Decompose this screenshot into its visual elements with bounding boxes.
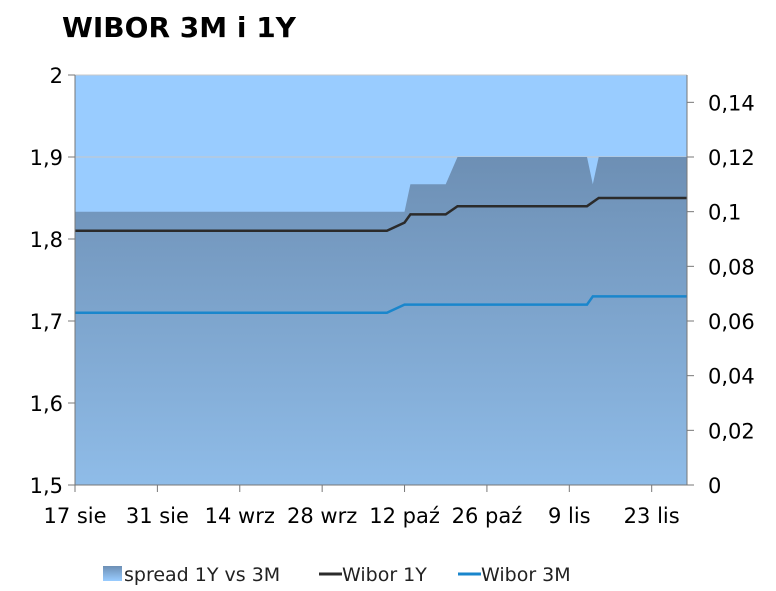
legend: spread 1Y vs 3M Wibor 1Y Wibor 3M: [103, 564, 571, 586]
y-left-tick-label: 1,7: [30, 310, 63, 334]
y-right-tick-label: 0,02: [708, 419, 755, 443]
legend-label-wibor-1y: Wibor 1Y: [342, 564, 427, 586]
x-tick-label: 12 paź: [369, 504, 440, 528]
x-tick-label: 14 wrz: [205, 504, 275, 528]
legend-label-spread: spread 1Y vs 3M: [124, 564, 280, 586]
y-right-tick-label: 0: [708, 474, 721, 498]
x-tick-label: 17 sie: [43, 504, 106, 528]
x-tick-label: 31 sie: [126, 504, 189, 528]
y-right-tick-label: 0,08: [708, 255, 755, 279]
x-tick-label: 26 paź: [452, 504, 523, 528]
legend-label-wibor-3m: Wibor 3M: [481, 564, 571, 586]
series-wibor-3m-line: [75, 295, 687, 315]
y-left-tick-label: 1,8: [30, 228, 63, 252]
x-axis: 17 sie 31 sie 14 wrz 28 wrz 12 paź 26 paź 9 li…: [43, 485, 680, 528]
y-right-tick-label: 0,14: [708, 91, 755, 115]
y-left-tick-label: 1,9: [30, 146, 63, 170]
legend-swatch-spread: [103, 566, 122, 581]
x-tick-label: 9 lis: [548, 504, 591, 528]
y-left-tick-label: 1,5: [30, 474, 63, 498]
chart-title: WIBOR 3M i 1Y: [62, 11, 297, 44]
y-left-tick-label: 1,6: [30, 392, 63, 416]
y-right-tick-label: 0,04: [708, 365, 755, 389]
y-left-tick-label: 2: [50, 64, 63, 88]
y-right-tick-label: 0,06: [708, 310, 755, 334]
series-spread-area: [75, 157, 687, 485]
y-axis-left: 1,5 1,6 1,7 1,8 1,9 2: [30, 64, 75, 498]
x-tick-label: 23 lis: [624, 504, 680, 528]
series-wibor-1y-line: [75, 196, 687, 233]
axes: [74, 75, 688, 486]
y-axis-right: 0 0,02 0,04 0,06 0,08 0,1 0,12 0,14: [687, 91, 755, 498]
y-right-tick-label: 0,1: [708, 201, 741, 225]
y-right-tick-label: 0,12: [708, 146, 755, 170]
x-tick-label: 28 wrz: [287, 504, 357, 528]
